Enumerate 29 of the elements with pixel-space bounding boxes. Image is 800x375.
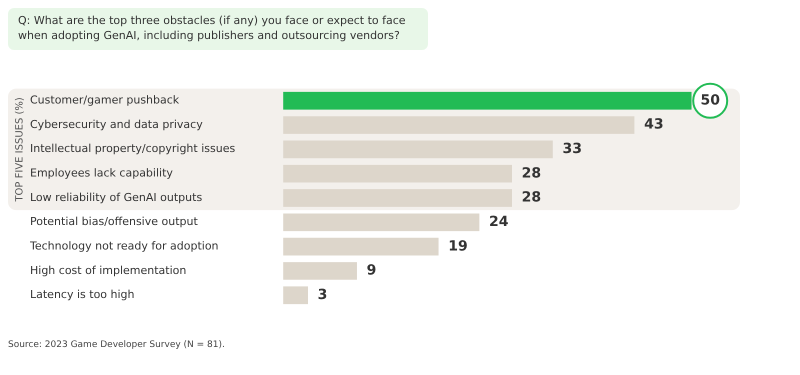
- data-label: 24: [489, 214, 509, 230]
- data-label: 43: [644, 116, 664, 132]
- bar: [283, 286, 308, 304]
- source-note: Source: 2023 Game Developer Survey (N = 81).: [8, 340, 226, 350]
- chart-title: Q: What are the top three obstacles (if any) you face or expect to face when adopting GenAI, including publishers and outsourcing vendors?: [8, 8, 428, 50]
- y-tick-label: Technology not ready for adoption: [29, 239, 219, 252]
- y-tick-label: Latency is too high: [30, 288, 135, 301]
- data-label: 9: [366, 262, 376, 278]
- y-tick-label: Potential bias/offensive output: [30, 214, 198, 228]
- band-label: TOP FIVE ISSUES (%): [14, 96, 26, 202]
- bar: [283, 262, 357, 280]
- y-tick-label: Low reliability of GenAI outputs: [30, 190, 202, 204]
- bar: [283, 116, 634, 134]
- y-tick-label: Employees lack capability: [30, 166, 174, 180]
- y-tick-label: Customer/gamer pushback: [30, 93, 180, 106]
- data-label: 28: [522, 189, 542, 206]
- y-tick-label: Cybersecurity and data privacy: [30, 118, 204, 131]
- y-tick-label: Intellectual property/copyright issues: [30, 142, 236, 155]
- bar: [283, 213, 480, 231]
- data-label: 3: [318, 286, 328, 303]
- bar: [283, 237, 439, 256]
- bar: [283, 140, 553, 158]
- bar: [283, 188, 512, 207]
- data-label: 50: [700, 92, 720, 108]
- y-tick-label: High cost of implementation: [30, 263, 186, 276]
- bar: [283, 164, 512, 182]
- data-label: 28: [522, 165, 542, 182]
- data-label: 19: [448, 238, 468, 254]
- data-label: 33: [562, 140, 582, 157]
